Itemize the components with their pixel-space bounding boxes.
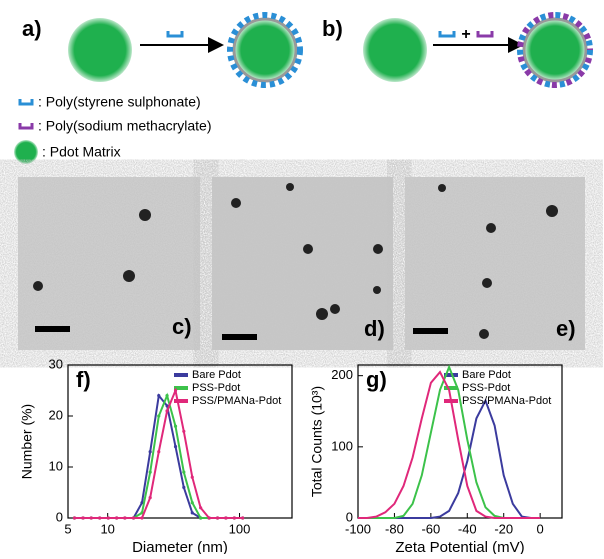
point bbox=[173, 388, 178, 393]
point bbox=[190, 501, 194, 505]
y-tick-label: 100 bbox=[331, 438, 353, 453]
point bbox=[232, 516, 236, 520]
y-tick-label: 0 bbox=[56, 509, 63, 524]
pmana-icon bbox=[476, 31, 494, 38]
point bbox=[165, 409, 169, 413]
point bbox=[115, 516, 119, 520]
plus: + bbox=[461, 26, 470, 43]
point bbox=[140, 516, 144, 520]
panel-label: c) bbox=[172, 314, 192, 339]
shell bbox=[227, 12, 303, 88]
pss-icon bbox=[438, 31, 456, 38]
point bbox=[199, 506, 203, 510]
pdot-icon bbox=[14, 140, 38, 164]
point bbox=[72, 516, 77, 520]
x-axis-label: Diameter (nm) bbox=[132, 539, 228, 554]
y-axis-label: Total Counts (10³) bbox=[309, 386, 325, 497]
x-tick-label: 0 bbox=[537, 521, 544, 536]
y-tick-label: 20 bbox=[49, 407, 63, 422]
point bbox=[157, 394, 161, 398]
point bbox=[224, 516, 228, 520]
shell bbox=[517, 12, 593, 88]
panel-label: f) bbox=[76, 367, 91, 392]
point bbox=[199, 516, 203, 520]
pdot bbox=[525, 20, 585, 80]
point bbox=[173, 424, 178, 428]
series-line bbox=[74, 387, 243, 519]
panel-label: g) bbox=[366, 367, 387, 392]
tem-noise bbox=[18, 177, 200, 350]
pmana-icon bbox=[18, 123, 34, 130]
y-tick-label: 200 bbox=[331, 367, 353, 382]
plot-frame bbox=[67, 364, 293, 519]
particles bbox=[33, 183, 558, 339]
y-tick-label: 30 bbox=[49, 356, 63, 371]
x-tick-label: -60 bbox=[421, 521, 440, 536]
point bbox=[182, 485, 186, 489]
y-tick-label: 0 bbox=[346, 509, 353, 524]
point bbox=[148, 470, 152, 474]
point bbox=[190, 475, 194, 479]
panel-label: b) bbox=[322, 16, 343, 41]
series-line bbox=[358, 370, 541, 519]
point bbox=[182, 470, 186, 474]
pdot bbox=[235, 20, 295, 80]
x-tick-label: 100 bbox=[229, 521, 251, 536]
x-axis-label: Zeta Potential (mV) bbox=[395, 539, 524, 554]
legend-label: Bare Pdot bbox=[192, 369, 241, 381]
point bbox=[165, 394, 169, 398]
legend-label: PSS-Pdot bbox=[192, 382, 240, 394]
point bbox=[131, 516, 136, 520]
tem-images: c) d) e) bbox=[18, 177, 585, 350]
shell bbox=[232, 17, 298, 83]
point bbox=[157, 450, 161, 454]
point bbox=[190, 511, 194, 515]
point bbox=[207, 516, 211, 520]
x-tick-label: -100 bbox=[345, 521, 371, 536]
legend-label: Bare Pdot bbox=[462, 369, 511, 381]
point bbox=[106, 516, 110, 520]
panel-label: e) bbox=[556, 316, 576, 341]
point bbox=[148, 450, 152, 454]
legend-label: PSS-Pdot bbox=[462, 382, 510, 394]
legend-label: PSS/PMANa-Pdot bbox=[462, 395, 551, 407]
point bbox=[98, 516, 102, 520]
y-axis-label: Number (%) bbox=[19, 404, 35, 479]
point bbox=[173, 445, 178, 449]
point bbox=[89, 516, 93, 520]
scale-bar bbox=[413, 328, 448, 334]
point bbox=[157, 414, 161, 418]
point bbox=[215, 516, 220, 520]
pdot bbox=[363, 18, 427, 82]
plot-frame bbox=[357, 364, 563, 519]
shell bbox=[522, 17, 588, 83]
panel-label: a) bbox=[22, 16, 42, 41]
point bbox=[140, 501, 144, 505]
x-tick-label: 10 bbox=[100, 521, 114, 536]
series-line bbox=[358, 398, 541, 519]
legend-text: : Poly(sodium methacrylate) bbox=[38, 118, 212, 134]
tem-noise bbox=[212, 177, 393, 350]
panel-label: d) bbox=[364, 316, 385, 341]
x-tick-label: -40 bbox=[458, 521, 477, 536]
y-tick-label: 10 bbox=[49, 458, 63, 473]
point bbox=[123, 516, 127, 520]
pdot bbox=[68, 18, 132, 82]
pss-icon bbox=[18, 99, 34, 106]
scale-bar bbox=[35, 326, 70, 332]
legend-label: PSS/PMANa-Pdot bbox=[192, 395, 281, 407]
legend-text: : Poly(styrene sulphonate) bbox=[38, 94, 201, 110]
scale-bar bbox=[222, 334, 257, 340]
pss-icon bbox=[166, 31, 184, 38]
point bbox=[81, 516, 85, 520]
x-tick-label: 5 bbox=[64, 521, 71, 536]
point bbox=[148, 496, 152, 500]
legend-text: : Pdot Matrix bbox=[42, 144, 121, 160]
x-tick-label: -20 bbox=[494, 521, 513, 536]
x-tick-label: -80 bbox=[385, 521, 404, 536]
point bbox=[182, 429, 186, 433]
point bbox=[241, 516, 245, 520]
